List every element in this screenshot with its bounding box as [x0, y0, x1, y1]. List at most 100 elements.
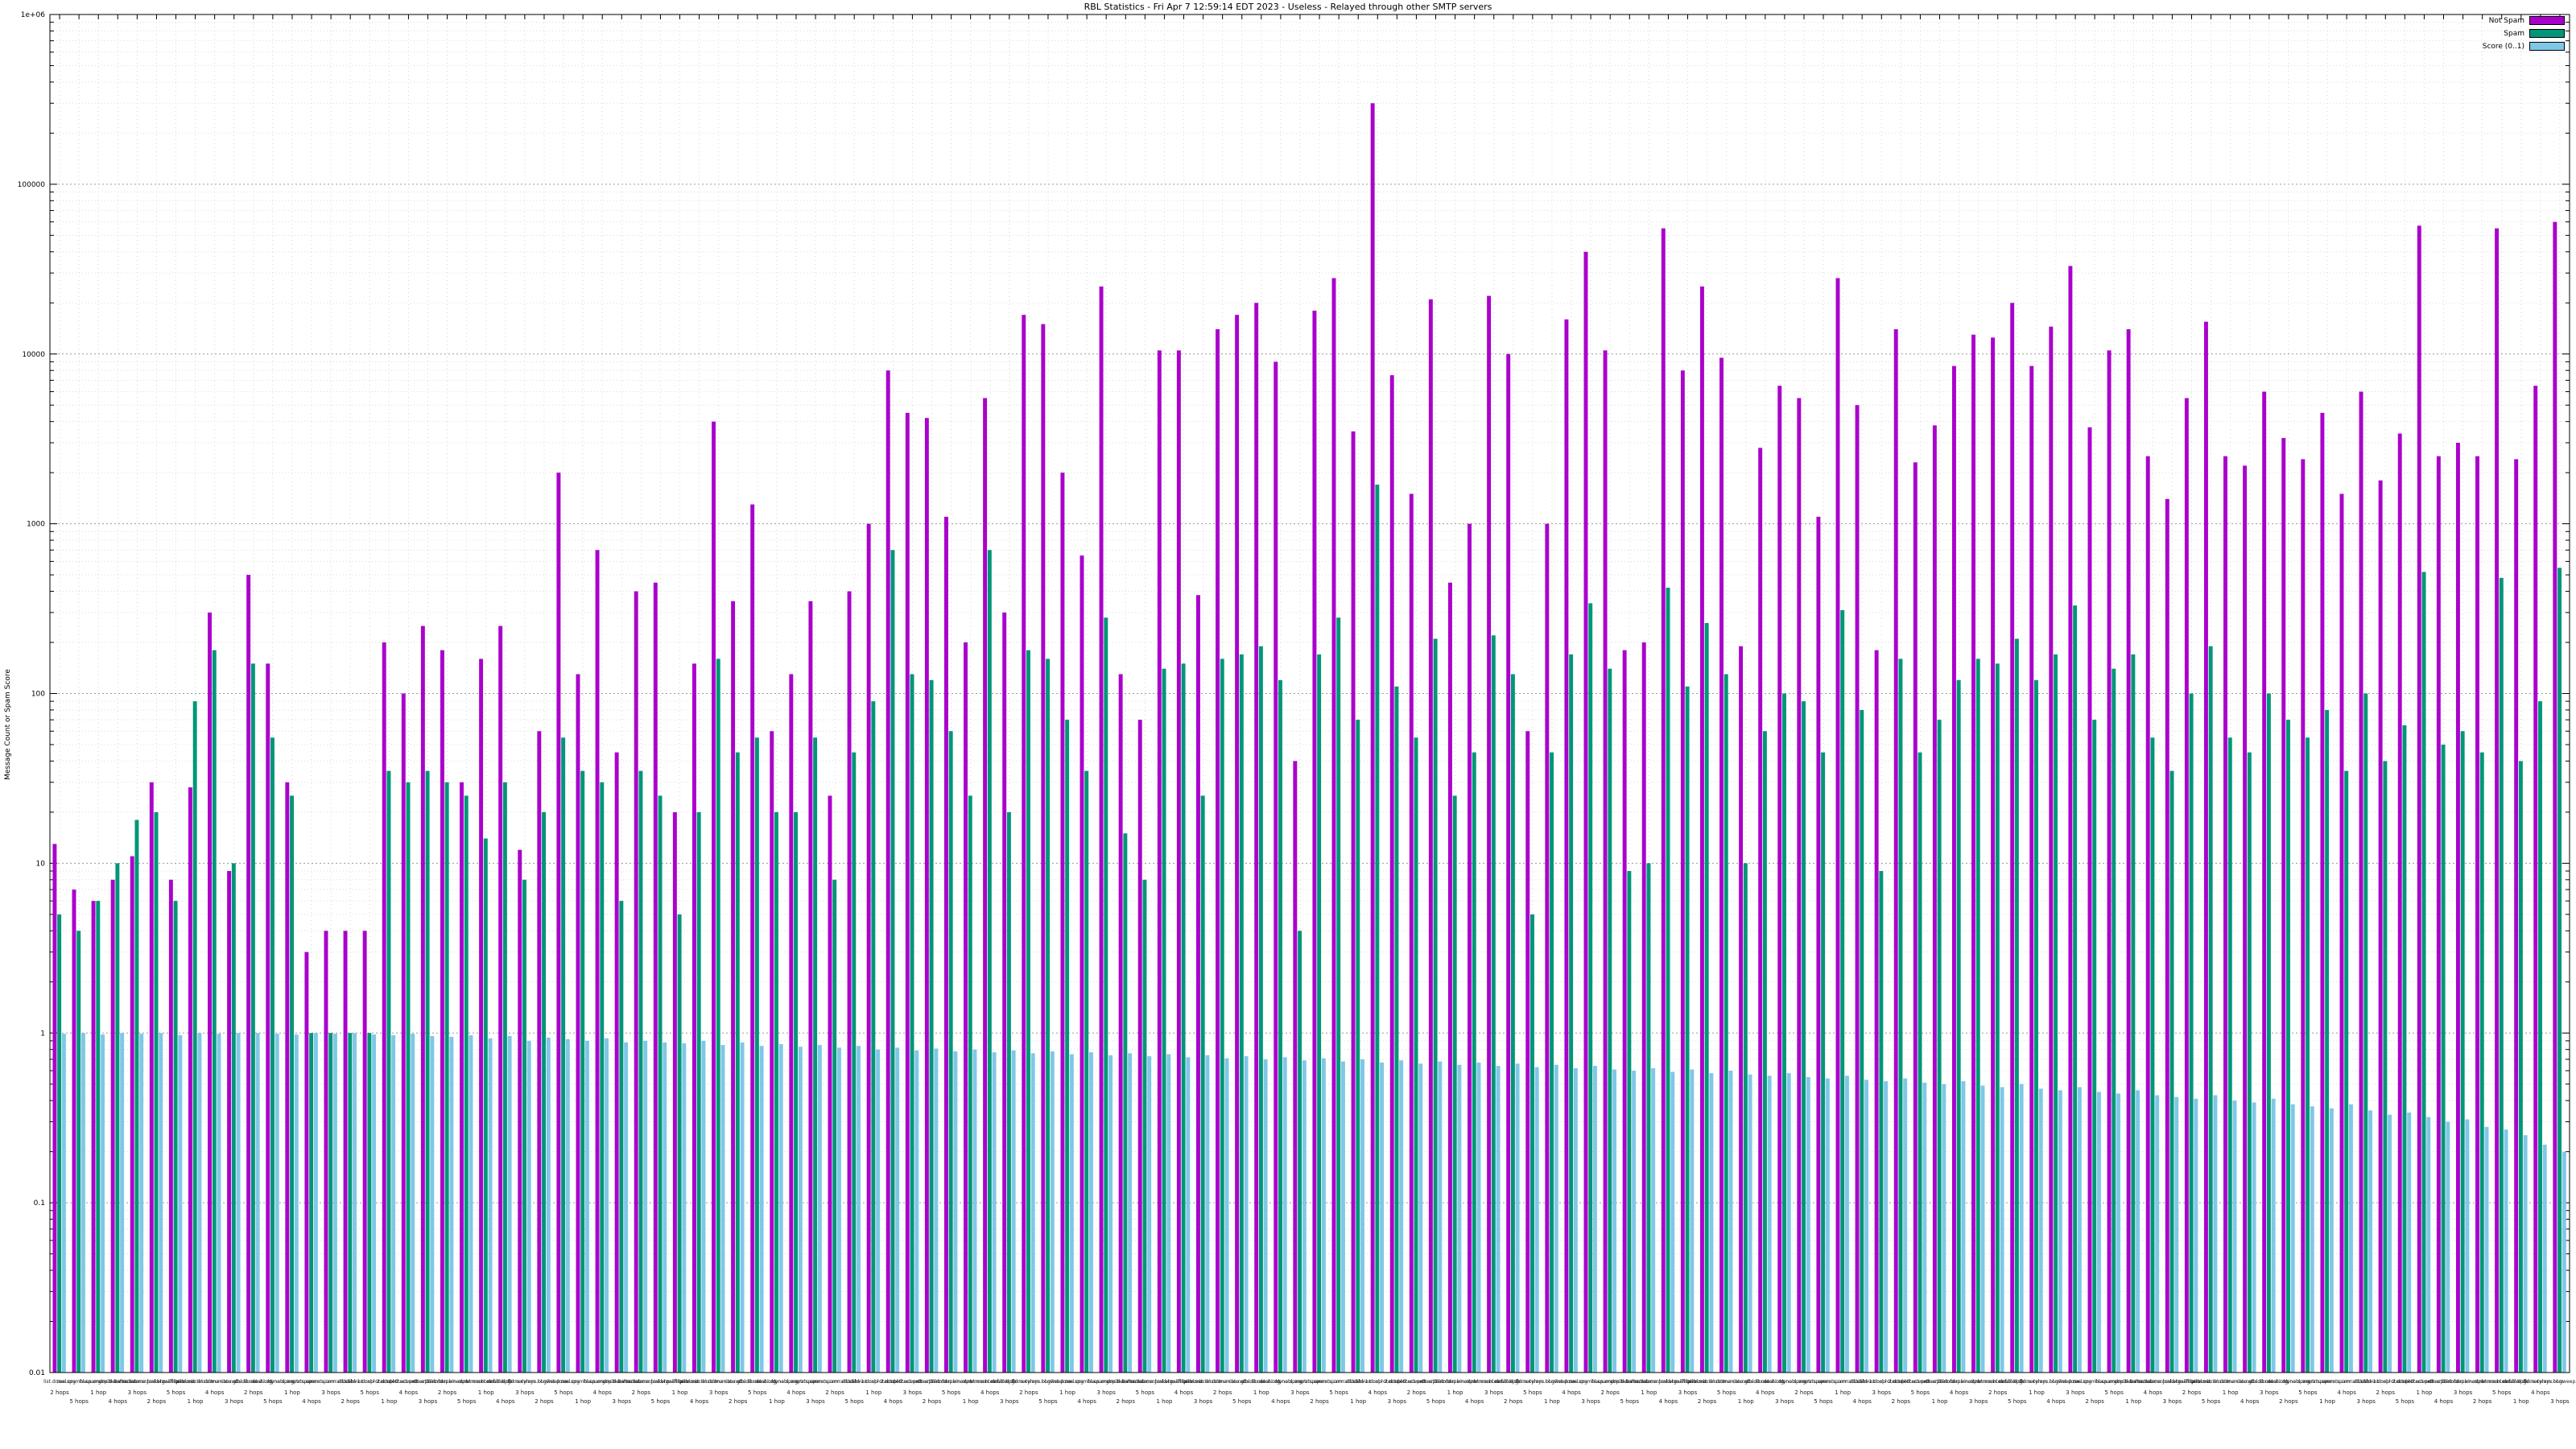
svg-text:dnsbl.spfbl.net: dnsbl.spfbl.net: [488, 1379, 524, 1385]
svg-text:1 hop: 1 hop: [284, 1389, 300, 1396]
series-score-0-1: [61, 1033, 2566, 1373]
series-spam: [57, 485, 2562, 1373]
svg-text:psbl.surriel.com: psbl.surriel.com: [1184, 1379, 1223, 1385]
svg-text:1000: 1000: [27, 521, 45, 529]
svg-text:4 hops: 4 hops: [1271, 1398, 1290, 1405]
svg-text:4 hops: 4 hops: [109, 1398, 128, 1405]
svg-text:1 hop: 1 hop: [1932, 1398, 1948, 1405]
svg-text:db.wpbl.info: db.wpbl.info: [413, 1379, 443, 1385]
svg-text:1 hop: 1 hop: [2417, 1389, 2433, 1396]
svg-text:4 hops: 4 hops: [399, 1389, 419, 1396]
svg-text:1 hop: 1 hop: [1350, 1398, 1366, 1405]
svg-text:1 hop: 1 hop: [2319, 1398, 2335, 1405]
svg-text:hostkarma.junkemailfilter.com: hostkarma.junkemailfilter.com: [624, 1379, 697, 1385]
svg-text:noptr.spamrats.com: noptr.spamrats.com: [287, 1379, 336, 1385]
svg-text:dnsbl-2.uceprotect.net: dnsbl-2.uceprotect.net: [2377, 1379, 2433, 1385]
svg-text:5 hops: 5 hops: [1329, 1389, 1348, 1396]
svg-text:relays.bl.gweep.ca: relays.bl.gweep.ca: [1026, 1379, 1071, 1385]
svg-text:bl.spamcop.net: bl.spamcop.net: [584, 1379, 621, 1385]
svg-text:list.dnswl.org: list.dnswl.org: [2059, 1379, 2091, 1385]
svg-text:hostkarma.junkemailfilter.com: hostkarma.junkemailfilter.com: [1128, 1379, 1201, 1385]
svg-text:b.barracudacentral.org: b.barracudacentral.org: [613, 1379, 669, 1385]
svg-text:all.s5h.net: all.s5h.net: [1345, 1379, 1371, 1385]
svg-text:1 hop: 1 hop: [769, 1398, 785, 1405]
svg-text:truncate.gbudb.net: truncate.gbudb.net: [211, 1379, 258, 1385]
svg-text:1 hop: 1 hop: [381, 1398, 397, 1405]
svg-text:1 hop: 1 hop: [478, 1389, 494, 1396]
svg-text:4 hops: 4 hops: [884, 1398, 903, 1405]
svg-text:3 hops: 3 hops: [1969, 1398, 1988, 1405]
svg-text:zen.spamhaus.org: zen.spamhaus.org: [1569, 1379, 1613, 1385]
svg-text:dnsbl.spfbl.net: dnsbl.spfbl.net: [2000, 1379, 2036, 1385]
svg-text:zen.spamhaus.org: zen.spamhaus.org: [561, 1379, 605, 1385]
svg-text:2 hops: 2 hops: [1892, 1398, 1911, 1405]
svg-text:1 hop: 1 hop: [1059, 1389, 1075, 1396]
svg-text:dnsbl.dronebl.org: dnsbl.dronebl.org: [1764, 1379, 1806, 1385]
svg-text:dnsbl.sorbs.net: dnsbl.sorbs.net: [603, 1379, 641, 1385]
svg-text:5 hops: 5 hops: [651, 1398, 671, 1405]
svg-text:bogons.cymru.com: bogons.cymru.com: [2517, 1379, 2564, 1385]
svg-text:noptr.spamrats.com: noptr.spamrats.com: [1799, 1379, 1847, 1385]
svg-text:2 hops: 2 hops: [1794, 1389, 1814, 1396]
svg-text:2 hops: 2 hops: [632, 1389, 651, 1396]
svg-text:cbl.abuseat.org: cbl.abuseat.org: [235, 1379, 273, 1385]
svg-text:2 hops: 2 hops: [2376, 1389, 2396, 1396]
svg-text:4 hops: 4 hops: [205, 1389, 225, 1396]
svg-text:b.barracudacentral.org: b.barracudacentral.org: [109, 1379, 165, 1385]
svg-text:dnsbl-3.uceprotect.net: dnsbl-3.uceprotect.net: [381, 1379, 436, 1385]
svg-text:3 hops: 3 hops: [2066, 1389, 2085, 1396]
svg-text:3 hops: 3 hops: [1872, 1389, 1892, 1396]
svg-text:dnsbl-1.uceprotect.net: dnsbl-1.uceprotect.net: [342, 1379, 398, 1385]
svg-text:3 hops: 3 hops: [1678, 1389, 1698, 1396]
svg-text:dnsbl.spfbl.net: dnsbl.spfbl.net: [992, 1379, 1028, 1385]
svg-text:dyna.spamrats.com: dyna.spamrats.com: [1276, 1379, 1324, 1385]
svg-text:spamsources.fabel.dk: spamsources.fabel.dk: [1971, 1379, 2025, 1385]
svg-text:3 hops: 3 hops: [1000, 1398, 1019, 1405]
svg-text:1 hop: 1 hop: [1157, 1398, 1173, 1405]
svg-text:2 hops: 2 hops: [1310, 1398, 1329, 1405]
svg-text:combined.rbl.msrbl.net: combined.rbl.msrbl.net: [439, 1379, 496, 1385]
legend: Not Spam Spam Score (0..1): [2483, 16, 2565, 51]
svg-text:dnsbl.sorbs.net: dnsbl.sorbs.net: [99, 1379, 137, 1385]
svg-text:4 hops: 4 hops: [2434, 1398, 2454, 1405]
chart-title: RBL Statistics - Fri Apr 7 12:59:14 EDT …: [1084, 2, 1492, 12]
svg-text:noptr.spamrats.com: noptr.spamrats.com: [791, 1379, 840, 1385]
svg-text:2 hops: 2 hops: [1988, 1389, 2008, 1396]
svg-text:5 hops: 5 hops: [2492, 1389, 2512, 1396]
svg-text:bl.spamcop.net: bl.spamcop.net: [1088, 1379, 1125, 1385]
svg-text:4 hops: 4 hops: [302, 1398, 321, 1405]
svg-text:2 hops: 2 hops: [825, 1389, 844, 1396]
svg-text:2 hops: 2 hops: [2279, 1398, 2298, 1405]
svg-text:bl.mailspike.net: bl.mailspike.net: [1669, 1379, 1707, 1385]
svg-text:1 hop: 1 hop: [1544, 1398, 1560, 1405]
svg-text:3 hops: 3 hops: [1096, 1389, 1116, 1396]
svg-text:dnsbl-2.uceprotect.net: dnsbl-2.uceprotect.net: [865, 1379, 921, 1385]
svg-text:relays.bl.gweep.ca: relays.bl.gweep.ca: [2537, 1379, 2576, 1385]
svg-text:3 hops: 3 hops: [903, 1389, 923, 1396]
svg-text:list.dnswl.org: list.dnswl.org: [1555, 1379, 1587, 1385]
svg-text:2 hops: 2 hops: [1117, 1398, 1136, 1405]
svg-text:5 hops: 5 hops: [748, 1389, 767, 1396]
legend-label-not-spam: Not Spam: [2488, 16, 2524, 25]
legend-swatch-not-spam: [2529, 16, 2565, 25]
svg-text:5 hops: 5 hops: [1136, 1389, 1155, 1396]
svg-text:5 hops: 5 hops: [457, 1398, 477, 1405]
svg-text:ix.dnsbl.manitu.net: ix.dnsbl.manitu.net: [696, 1379, 743, 1385]
legend-entry-not-spam: Not Spam: [2489, 16, 2565, 25]
svg-text:truncate.gbudb.net: truncate.gbudb.net: [2227, 1379, 2274, 1385]
svg-text:spam.spamrats.com: spam.spamrats.com: [2322, 1379, 2372, 1385]
svg-text:5 hops: 5 hops: [2202, 1398, 2221, 1405]
svg-text:dyna.spamrats.com: dyna.spamrats.com: [1780, 1379, 1828, 1385]
svg-text:4 hops: 4 hops: [1852, 1398, 1872, 1405]
svg-text:0.1: 0.1: [34, 1199, 45, 1208]
svg-text:bl.nordspam.com: bl.nordspam.com: [426, 1379, 468, 1385]
svg-text:1 hop: 1 hop: [90, 1389, 106, 1396]
svg-text:dnsbl.spfbl.net: dnsbl.spfbl.net: [2504, 1379, 2540, 1385]
svg-text:dyna.spamrats.com: dyna.spamrats.com: [268, 1379, 316, 1385]
svg-text:bl.spamcop.net: bl.spamcop.net: [1591, 1379, 1629, 1385]
svg-text:relays.bl.gweep.ca: relays.bl.gweep.ca: [1530, 1379, 1575, 1385]
svg-text:1 hop: 1 hop: [575, 1398, 591, 1405]
y-axis-label: Message Count or Spam Score: [4, 669, 12, 780]
svg-text:4 hops: 4 hops: [1077, 1398, 1096, 1405]
